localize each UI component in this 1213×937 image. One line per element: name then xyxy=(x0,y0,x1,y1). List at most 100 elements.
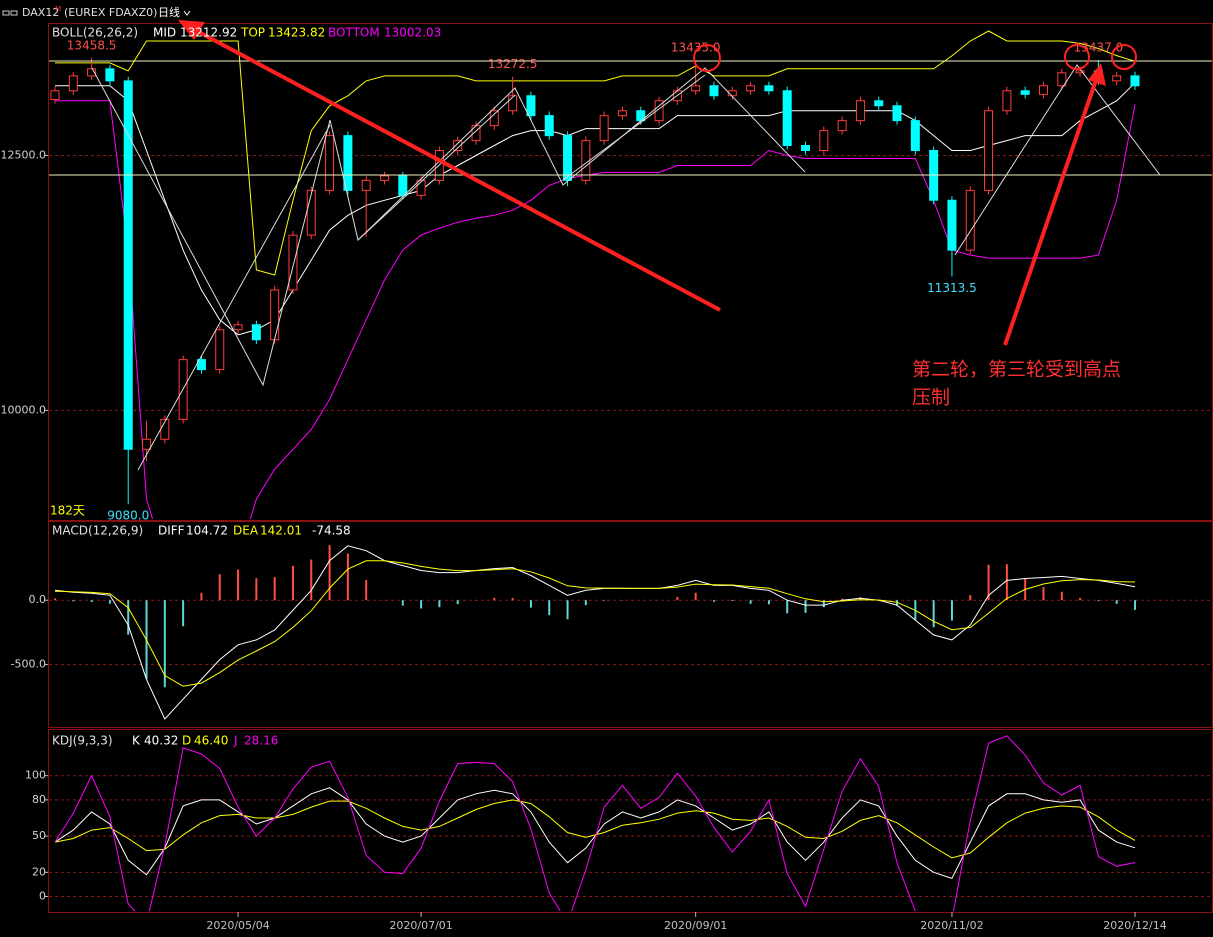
y-tick-label: -500.0 xyxy=(11,658,46,671)
y-tick-label: 0 xyxy=(39,890,46,903)
symbol-flag: M xyxy=(55,5,61,13)
circle-mark xyxy=(693,44,721,72)
candle-body xyxy=(599,115,609,142)
legend-value: 142.01 xyxy=(260,524,302,538)
candle-body xyxy=(215,329,225,371)
legend-name: D xyxy=(182,734,191,748)
main-panel-frame xyxy=(48,23,1213,521)
y-tick-label: 10000.0 xyxy=(1,403,47,416)
candle-body xyxy=(416,179,426,196)
candle-body xyxy=(123,80,133,450)
series-line xyxy=(54,787,1136,880)
circle-mark xyxy=(1111,44,1137,70)
x-tick-label: 2020/12/14 xyxy=(1103,919,1166,932)
symbol: DAX12 xyxy=(22,6,59,19)
x-tick-label: 2020/07/01 xyxy=(389,919,452,932)
candle-body xyxy=(105,68,115,82)
trend-line xyxy=(137,124,331,471)
y-tick-label: 20 xyxy=(32,865,46,878)
candle-body xyxy=(1020,90,1030,95)
candle-body xyxy=(343,135,353,191)
arrow-head xyxy=(1088,63,1106,86)
legend-name: DEA xyxy=(233,524,259,538)
title-bar xyxy=(0,0,1213,23)
candle-body xyxy=(196,359,206,371)
series-line xyxy=(55,100,1136,519)
panel-plot xyxy=(49,735,1212,911)
candle-body xyxy=(874,100,884,107)
candle-body xyxy=(361,179,371,191)
zigzag xyxy=(91,67,806,387)
series-line xyxy=(54,560,1136,687)
y-tick-label: 0.0 xyxy=(29,593,47,606)
arrow xyxy=(194,28,721,312)
candle-body xyxy=(142,438,152,450)
x-tick-label: 2020/05/04 xyxy=(206,919,269,932)
kdj-panel-frame xyxy=(48,729,1213,913)
candle-body xyxy=(306,189,316,236)
annotation: 第二轮，第三轮受到高点 xyxy=(912,359,1121,381)
exchange: (EUREX FDAXZ0) xyxy=(64,6,157,19)
indicator-name: BOLL(26,26,2) xyxy=(52,26,138,40)
candle-body xyxy=(251,324,261,341)
y-tick-label: 50 xyxy=(32,829,46,842)
high-label: 13437.0 xyxy=(1074,40,1124,54)
candle-body xyxy=(947,199,957,251)
trend-line xyxy=(357,94,516,241)
series-line xyxy=(54,799,1136,859)
candle-body xyxy=(508,95,518,112)
candle-body xyxy=(563,135,573,181)
candle-body xyxy=(1112,75,1122,82)
legend-name: K xyxy=(132,734,141,748)
series-line xyxy=(55,30,1136,276)
macd-panel-frame xyxy=(48,521,1213,728)
high-label: 13272.5 xyxy=(488,57,538,71)
panel-plot xyxy=(49,30,1212,519)
candle-body xyxy=(544,115,554,137)
candle-body xyxy=(233,324,243,331)
dropdown-chevron[interactable] xyxy=(183,10,191,16)
candle-body xyxy=(892,105,902,122)
indicator-name: MACD(12,26,9) xyxy=(52,524,143,538)
legend-value: 13002.03 xyxy=(384,26,441,40)
candle-body xyxy=(965,189,975,251)
legend-value: 40.32 xyxy=(144,734,178,748)
candle-body xyxy=(1075,70,1085,74)
legend-name: J xyxy=(233,734,238,748)
period[interactable]: 日线 xyxy=(158,5,180,19)
legend-value: -74.58 xyxy=(312,524,351,538)
candle-body xyxy=(526,95,536,117)
low-label: 9080.0 xyxy=(107,509,149,523)
series-line xyxy=(54,545,1136,720)
candle-body xyxy=(691,85,701,92)
legend-name: DIFF xyxy=(158,524,185,538)
circle-mark xyxy=(1064,44,1090,70)
candle-body xyxy=(746,85,756,92)
candle-body xyxy=(984,110,994,191)
candle-body xyxy=(87,68,97,77)
candle-body xyxy=(270,289,280,341)
candle-body xyxy=(837,120,847,132)
candle-body xyxy=(709,85,719,97)
legend-value: 46.40 xyxy=(194,734,228,748)
candle-body xyxy=(819,130,829,152)
candle-body xyxy=(68,75,78,92)
legend-value: 13212.92 xyxy=(180,26,237,40)
legend-value: 13423.82 xyxy=(268,26,325,40)
candle-body xyxy=(910,120,920,152)
y-tick-label: 80 xyxy=(32,793,46,806)
legend-name: BOTTOM xyxy=(328,26,380,40)
trend-line xyxy=(954,64,1161,256)
legend-name: TOP xyxy=(240,26,265,40)
drawn-lines xyxy=(49,60,1212,471)
candle-body xyxy=(288,234,298,291)
x-tick-label: 2020/11/02 xyxy=(920,919,983,932)
arrow-head xyxy=(178,20,205,40)
x-tick-label: 2020/09/01 xyxy=(664,919,727,932)
panel-plot xyxy=(49,545,1212,720)
candle-body xyxy=(855,100,865,122)
candle-body xyxy=(1038,85,1048,95)
